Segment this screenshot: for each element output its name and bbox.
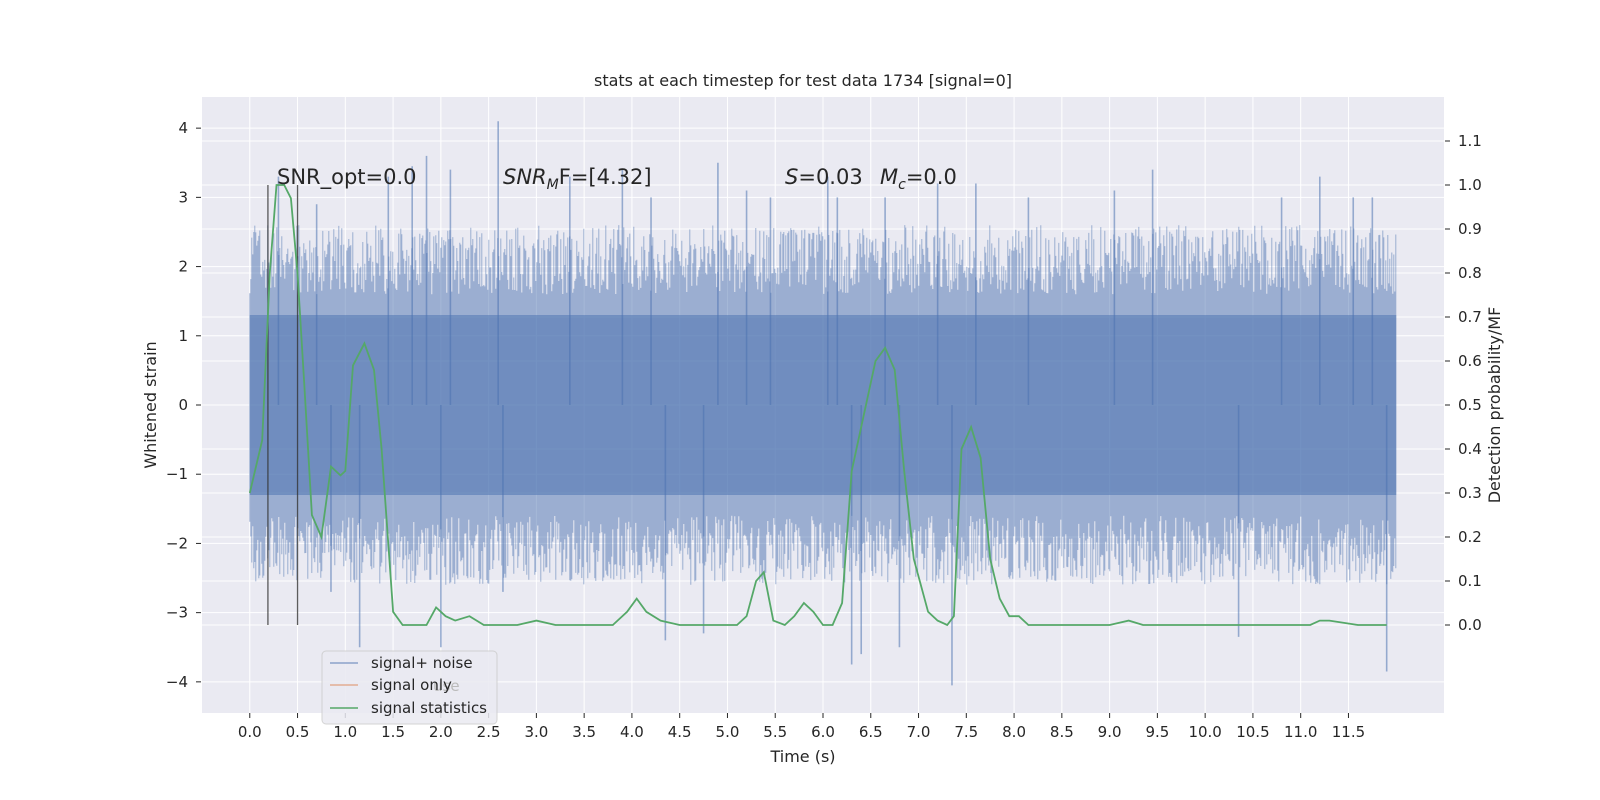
y-left-tick-label: 2 <box>178 258 188 276</box>
y-right-tick-label: 0.4 <box>1458 440 1482 458</box>
y-right-tick-label: 0.8 <box>1458 264 1482 282</box>
x-tick-label: 3.0 <box>524 723 548 741</box>
y-left-tick-label: 3 <box>178 188 188 206</box>
y-left-tick-label: −2 <box>166 534 188 552</box>
y-left-axis-label: Whitened strain <box>141 341 160 468</box>
x-tick-label: 7.5 <box>954 723 978 741</box>
legend-label-signal-only: signal only <box>371 676 452 694</box>
x-tick-label: 10.5 <box>1236 723 1269 741</box>
x-tick-label: 6.0 <box>811 723 835 741</box>
x-tick-label: 11.5 <box>1332 723 1365 741</box>
x-tick-label: 5.0 <box>716 723 740 741</box>
x-tick-label: 0.0 <box>238 723 262 741</box>
legend-label-signal-statistics: signal statistics <box>371 699 487 717</box>
y-right-tick-label: 0.6 <box>1458 352 1482 370</box>
chart-title: stats at each timestep for test data 173… <box>594 71 1012 90</box>
y-right-tick-label: 0.3 <box>1458 484 1482 502</box>
y-left-tick-label: −4 <box>166 673 188 691</box>
x-axis-ticks: 0.0 0.5 1.0 1.5 2.0 2.5 3.0 3.5 4.0 4.5 5.0 5.5 6.0 6… <box>238 713 1365 741</box>
annotation-snr-opt: SNR_opt=0.0 <box>277 165 417 190</box>
x-tick-label: 4.5 <box>668 723 692 741</box>
y-left-tick-label: 4 <box>178 119 188 137</box>
x-tick-label: 1.0 <box>333 723 357 741</box>
y-right-axis-ticks: 1.1 1.0 0.9 0.8 0.7 0.6 0.5 0.4 0.3 0.2 0.1 0.0 <box>1445 132 1482 634</box>
legend-box <box>321 650 498 725</box>
annotation-snr-mf: SNRMF=[4.32] <box>503 165 652 193</box>
annotation-mc: Mc=0.0 <box>880 165 957 193</box>
legend-label-signal-noise: signal+ noise <box>371 654 473 672</box>
y-right-tick-label: 0.2 <box>1458 528 1482 546</box>
y-right-tick-label: 0.0 <box>1458 616 1482 634</box>
y-right-tick-label: 1.0 <box>1458 176 1482 194</box>
series-signal-noise <box>249 121 1397 686</box>
y-right-tick-label: 0.1 <box>1458 572 1482 590</box>
x-tick-label: 8.5 <box>1050 723 1074 741</box>
y-right-tick-label: 0.9 <box>1458 220 1482 238</box>
x-tick-label: 5.5 <box>763 723 787 741</box>
x-tick-label: 4.0 <box>620 723 644 741</box>
legend-ghost-text: use <box>433 677 460 695</box>
y-right-tick-label: 1.1 <box>1458 132 1482 150</box>
x-tick-label: 7.0 <box>907 723 931 741</box>
x-tick-label: 6.5 <box>859 723 883 741</box>
series-signal-statistics <box>248 184 1387 627</box>
x-tick-label: 2.0 <box>429 723 453 741</box>
x-tick-label: 0.5 <box>286 723 310 741</box>
x-tick-label: 11.0 <box>1284 723 1317 741</box>
y-left-tick-label: −1 <box>166 465 188 483</box>
y-left-tick-label: −3 <box>166 604 188 622</box>
x-tick-label: 2.5 <box>477 723 501 741</box>
x-tick-label: 1.5 <box>381 723 405 741</box>
y-right-axis-label: Detection probability/MF <box>1485 307 1504 504</box>
y-left-tick-label: 1 <box>178 327 188 345</box>
y-right-tick-label: 0.5 <box>1458 396 1482 414</box>
x-tick-label: 9.5 <box>1145 723 1169 741</box>
x-tick-label: 9.0 <box>1098 723 1122 741</box>
x-tick-label: 8.0 <box>1002 723 1026 741</box>
y-left-axis-ticks: 4 3 2 1 0 −1 −2 −3 −4 <box>166 119 201 691</box>
y-right-tick-label: 0.7 <box>1458 308 1482 326</box>
stats-line <box>248 184 1387 627</box>
y-left-tick-label: 0 <box>178 396 188 414</box>
x-tick-label: 10.0 <box>1188 723 1221 741</box>
annotation-s: S=0.03 <box>785 165 863 189</box>
legend: use signal+ noise signal only signal sta… <box>321 650 498 725</box>
x-tick-label: 3.5 <box>572 723 596 741</box>
x-axis-label: Time (s) <box>769 747 835 766</box>
vertical-markers <box>267 185 299 625</box>
